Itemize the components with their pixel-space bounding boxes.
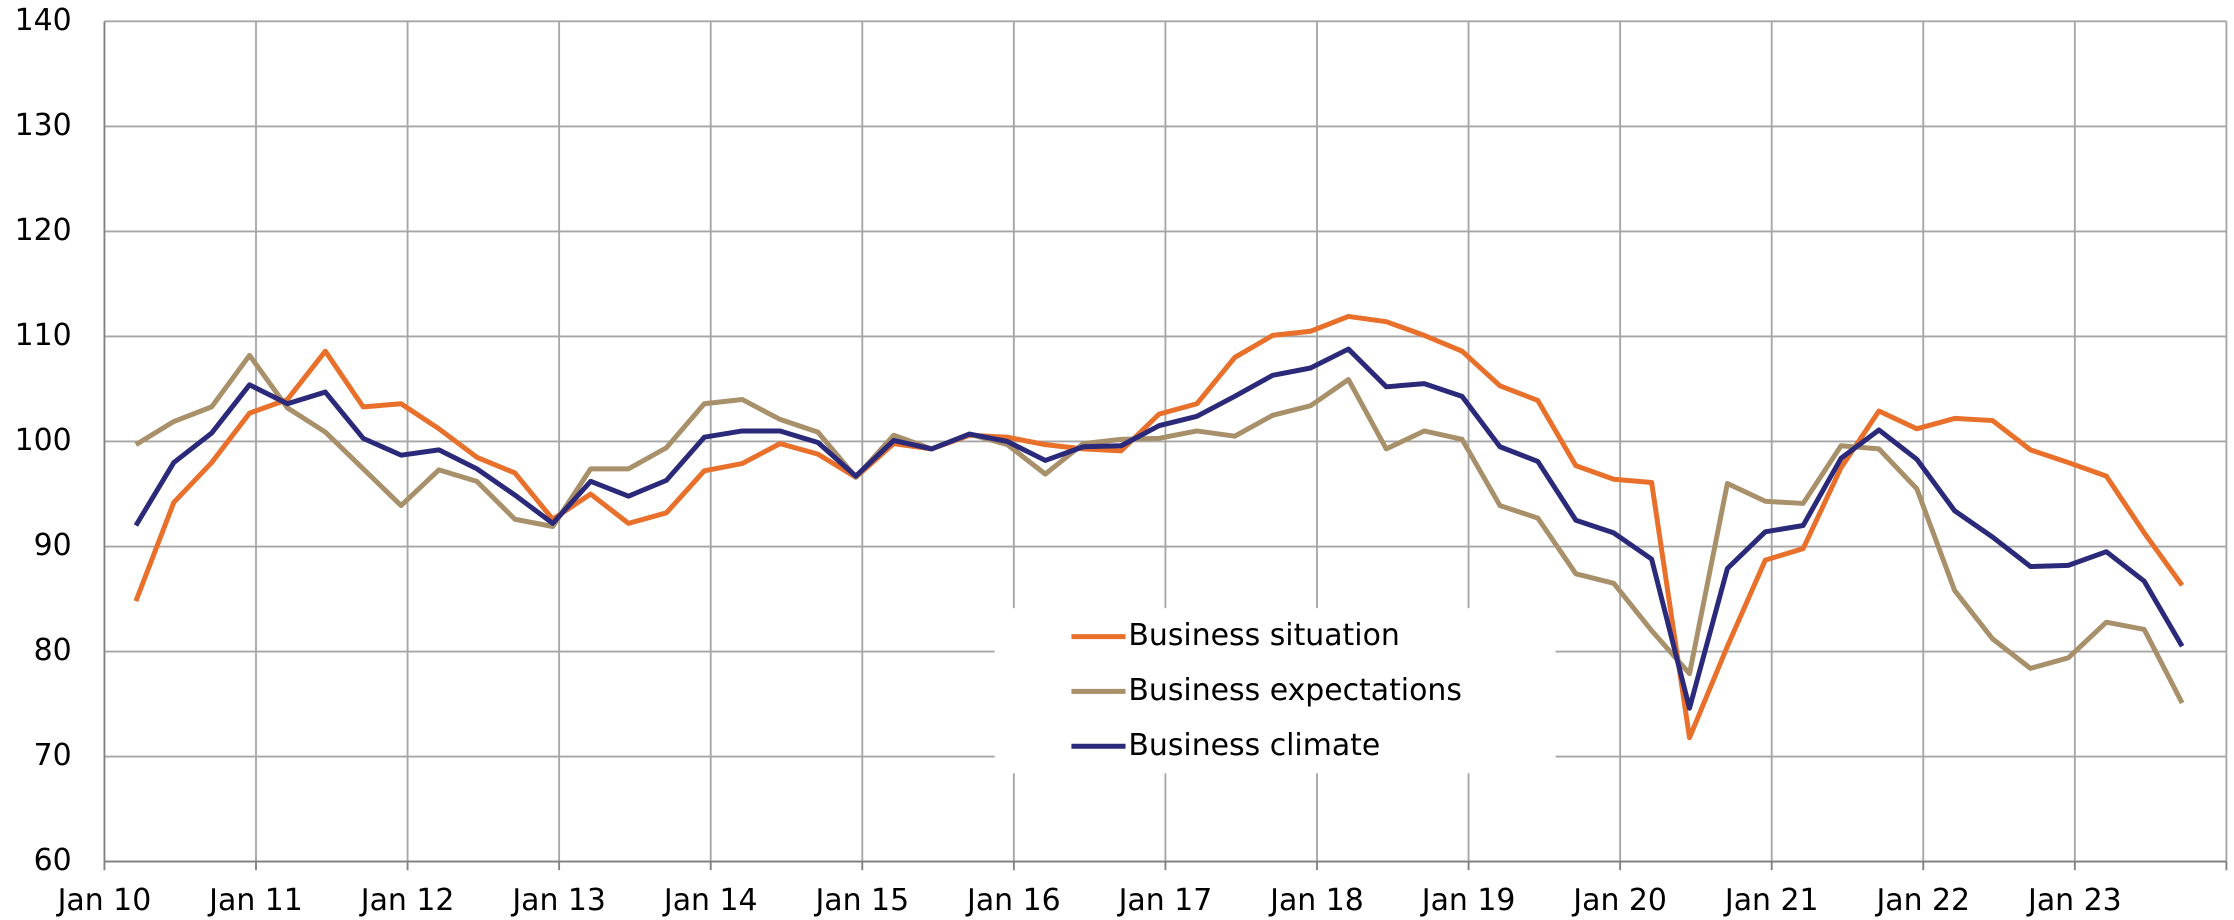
x-tick-label: Jan 12: [359, 883, 455, 918]
y-tick-label: 80: [34, 633, 72, 668]
series-line: [134, 352, 2185, 705]
x-tick-label: Jan 18: [1268, 883, 1364, 918]
x-tick-label: Jan 19: [1420, 883, 1516, 918]
x-tick-label: Jan 21: [1723, 883, 1819, 918]
x-tick-label: Jan 22: [1874, 883, 1970, 918]
y-tick-label: 140: [15, 3, 72, 38]
x-tick-label: Jan 13: [510, 883, 606, 918]
x-tick-label: Jan 14: [662, 883, 758, 918]
legend-label: Business situation: [1128, 618, 1399, 653]
legend-label: Business climate: [1128, 728, 1380, 763]
x-tick-label: Jan 10: [56, 883, 152, 918]
y-tick-label: 130: [15, 108, 72, 143]
legend-label: Business expectations: [1128, 673, 1462, 708]
y-tick-label: 60: [34, 843, 72, 878]
y-tick-label: 90: [34, 528, 72, 563]
x-tick-label: Jan 23: [2026, 883, 2122, 918]
y-tick-label: 120: [15, 213, 72, 248]
x-tick-label: Jan 11: [207, 883, 303, 918]
series-line: [133, 313, 2185, 741]
y-tick-label: 70: [34, 738, 72, 773]
y-tick-label: 100: [15, 423, 72, 458]
series-line: [133, 346, 2185, 711]
y-tick-label: 110: [15, 318, 72, 353]
x-tick-label: Jan 15: [813, 883, 909, 918]
x-tick-label: Jan 16: [965, 883, 1061, 918]
x-tick-label: Jan 20: [1571, 883, 1667, 918]
x-tick-label: Jan 17: [1117, 883, 1213, 918]
